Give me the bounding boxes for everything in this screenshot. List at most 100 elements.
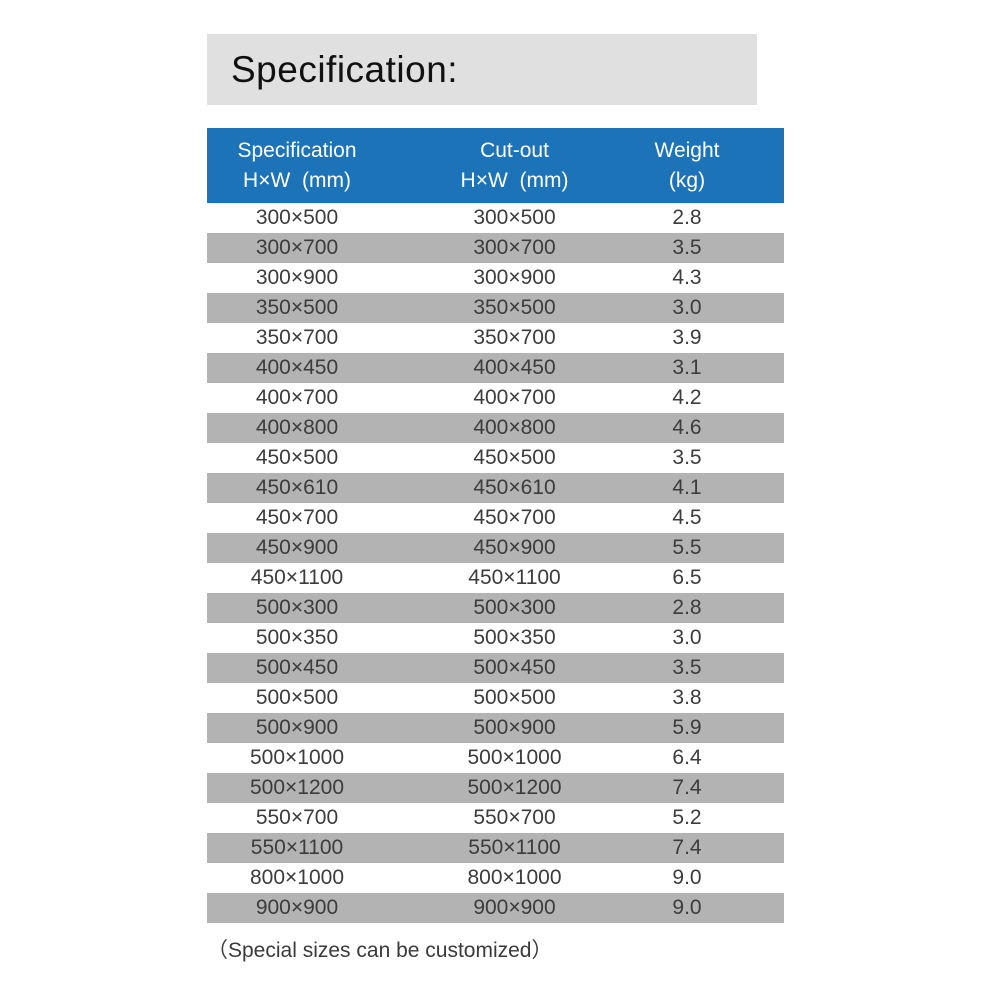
weight-cell: 9.0: [672, 896, 702, 919]
weight-cell: 2.8: [672, 596, 702, 619]
title-banner: Specification:: [207, 34, 757, 105]
cutout-cell: 400×450: [473, 356, 556, 379]
spec-cell: 450×500: [255, 446, 339, 469]
table-row: 500×900 500×900 5.9: [207, 713, 784, 743]
table-row: 550×700 550×700 5.2: [207, 803, 784, 833]
spec-cell: 300×900: [255, 266, 339, 289]
spec-cell: 550×700: [255, 806, 339, 829]
spec-cell: 450×900: [255, 536, 339, 559]
spec-cell: 450×1100: [250, 566, 344, 589]
weight-cell: 5.5: [672, 536, 702, 559]
weight-cell: 4.2: [672, 386, 702, 409]
specification-table: Specification H×W (mm) Cut-out H×W (mm) …: [207, 128, 784, 923]
page-title: Specification:: [231, 48, 459, 90]
table-row: 350×500 350×500 3.0: [207, 293, 784, 323]
weight-cell: 4.5: [672, 506, 702, 529]
spec-cell: 550×1100: [250, 836, 344, 859]
cutout-cell: 550×700: [473, 806, 556, 829]
column-header-line: Specification: [237, 138, 357, 162]
weight-cell: 4.6: [672, 416, 702, 439]
table-row: 900×900 900×900 9.0: [207, 893, 784, 923]
cutout-cell: 500×500: [473, 686, 556, 709]
table-row: 450×700 450×700 4.5: [207, 503, 784, 533]
weight-cell: 4.3: [672, 266, 702, 289]
cutout-cell: 350×700: [473, 326, 556, 349]
cutout-cell: 400×700: [473, 386, 556, 409]
table-row: 300×700 300×700 3.5: [207, 233, 784, 263]
weight-cell: 3.0: [672, 296, 702, 319]
cutout-cell: 300×700: [473, 236, 556, 259]
cutout-cell: 400×800: [473, 416, 556, 439]
table-row: 400×450 400×450 3.1: [207, 353, 784, 383]
table-row: 400×800 400×800 4.6: [207, 413, 784, 443]
table-row: 450×500 450×500 3.5: [207, 443, 784, 473]
table-row: 400×700 400×700 4.2: [207, 383, 784, 413]
cutout-cell: 300×500: [473, 206, 556, 229]
table-row: 350×700 350×700 3.9: [207, 323, 784, 353]
column-header-line: Cut-out: [480, 138, 549, 162]
weight-cell: 3.8: [672, 686, 702, 709]
table-row: 550×1100 550×1100 7.4: [207, 833, 784, 863]
weight-cell: 5.2: [672, 806, 702, 829]
table-row: 500×300 500×300 2.8: [207, 593, 784, 623]
spec-cell: 300×700: [255, 236, 339, 259]
footer-note: （Special sizes can be customized）: [207, 939, 553, 962]
cutout-cell: 450×1100: [468, 566, 561, 589]
table-row: 300×500 300×500 2.8: [207, 203, 784, 233]
specification-table-container: Specification H×W (mm) Cut-out H×W (mm) …: [207, 128, 784, 923]
spec-cell: 500×450: [255, 656, 339, 679]
column-header-cutout: Cut-out H×W (mm): [387, 128, 642, 203]
cutout-cell: 500×900: [473, 716, 556, 739]
spec-cell: 500×1000: [249, 746, 345, 769]
spec-cell: 900×900: [255, 896, 339, 919]
spec-cell: 400×450: [255, 356, 339, 379]
spec-cell: 800×1000: [249, 866, 345, 889]
spec-cell: 450×610: [255, 476, 339, 499]
spec-cell: 400×800: [255, 416, 339, 439]
table-row: 450×1100 450×1100 6.5: [207, 563, 784, 593]
cutout-cell: 900×900: [473, 896, 556, 919]
spec-cell: 300×500: [255, 206, 339, 229]
table-row: 500×350 500×350 3.0: [207, 623, 784, 653]
cutout-cell: 300×900: [473, 266, 556, 289]
column-header-specification: Specification H×W (mm): [207, 128, 387, 203]
table-row: 450×610 450×610 4.1: [207, 473, 784, 503]
cutout-cell: 500×1200: [467, 776, 562, 799]
column-header-line: (kg): [668, 168, 706, 192]
spec-cell: 500×300: [255, 596, 339, 619]
spec-cell: 350×500: [255, 296, 339, 319]
weight-cell: 3.5: [672, 236, 702, 259]
cutout-cell: 800×1000: [467, 866, 562, 889]
weight-cell: 3.5: [672, 446, 702, 469]
cutout-cell: 450×900: [473, 536, 556, 559]
spec-cell: 450×700: [255, 506, 339, 529]
weight-cell: 6.4: [672, 746, 702, 769]
table-row: 500×500 500×500 3.8: [207, 683, 784, 713]
weight-cell: 7.4: [672, 836, 702, 859]
weight-cell: 9.0: [672, 866, 702, 889]
cutout-cell: 450×610: [473, 476, 556, 499]
weight-cell: 2.8: [672, 206, 702, 229]
column-header-line: Weight: [654, 138, 720, 162]
spec-cell: 400×700: [255, 386, 339, 409]
spec-cell: 500×350: [255, 626, 339, 649]
spec-cell: 500×1200: [249, 776, 345, 799]
spec-cell: 500×900: [255, 716, 339, 739]
table-row: 450×900 450×900 5.5: [207, 533, 784, 563]
weight-cell: 7.4: [672, 776, 702, 799]
table-row: 500×1200 500×1200 7.4: [207, 773, 784, 803]
spec-cell: 500×500: [255, 686, 339, 709]
cutout-cell: 500×450: [473, 656, 556, 679]
cutout-cell: 450×700: [473, 506, 556, 529]
weight-cell: 5.9: [672, 716, 702, 739]
table-row: 300×900 300×900 4.3: [207, 263, 784, 293]
column-header-weight: Weight (kg): [642, 128, 784, 203]
table-row: 500×450 500×450 3.5: [207, 653, 784, 683]
cutout-cell: 500×1000: [467, 746, 562, 769]
column-header-line: H×W (mm): [460, 168, 569, 192]
cutout-cell: 350×500: [473, 296, 556, 319]
weight-cell: 6.5: [672, 566, 702, 589]
weight-cell: 3.5: [672, 656, 702, 679]
table-row: 500×1000 500×1000 6.4: [207, 743, 784, 773]
